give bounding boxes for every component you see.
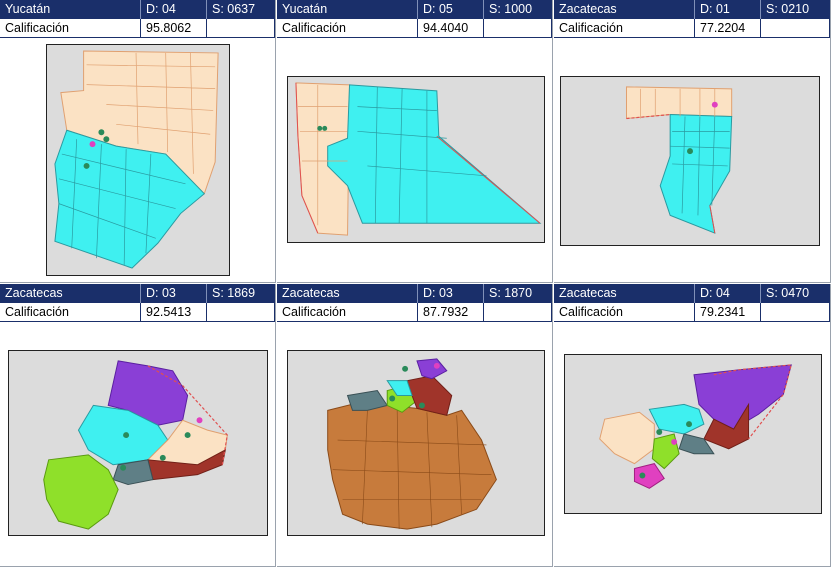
section-map[interactable]: [564, 354, 822, 514]
score-value: 95.8062: [141, 19, 207, 37]
section-label: S: 1869: [212, 286, 256, 300]
panel-header: Yucatán D: 04 S: 0637 Calificación 95.80…: [0, 0, 275, 38]
district-label: D: 05: [418, 0, 484, 19]
score-value: 94.4040: [418, 19, 484, 37]
cyan-zone: [327, 84, 542, 224]
panel-yucatan-0637: Yucatán D: 04 S: 0637 Calificación 95.80…: [0, 0, 276, 283]
panel-yucatan-1000: Yucatán D: 05 S: 1000 Calificación 94.40…: [277, 0, 553, 283]
panel-header: Zacatecas D: 04 S: 0470 Calificación 79.…: [554, 284, 830, 322]
district-label: D: 04: [141, 0, 207, 19]
score-empty: [484, 19, 552, 37]
district-label: D: 01: [695, 0, 761, 19]
state-label: Yucatán: [277, 0, 418, 19]
district-label: D: 03: [141, 284, 207, 303]
marker-icon: [98, 129, 105, 136]
panel-zacatecas-0210: Zacatecas D: 01 S: 0210 Calificación 77.…: [554, 0, 831, 283]
score-label: Calificación: [277, 303, 418, 321]
panel-zacatecas-1870: Zacatecas D: 03 S: 1870 Calificación 87.…: [277, 284, 553, 567]
score-label: Calificación: [0, 19, 141, 37]
marker-icon: [322, 125, 328, 131]
marker-icon: [159, 454, 166, 461]
panel-header: Zacatecas D: 03 S: 1869 Calificación 92.…: [0, 284, 275, 322]
map-drawing: [295, 82, 542, 236]
state-label: Zacatecas: [554, 0, 695, 19]
district-label: D: 03: [418, 284, 484, 303]
beige-zone: [599, 411, 655, 465]
section-map[interactable]: [287, 350, 545, 536]
magenta-zone: [633, 463, 665, 489]
score-empty: [761, 19, 830, 37]
marker-icon: [402, 365, 409, 372]
section-map[interactable]: [8, 350, 268, 536]
section-label: S: 0210: [766, 2, 810, 16]
marker-icon: [711, 101, 718, 108]
panel-header: Yucatán D: 05 S: 1000 Calificación 94.40…: [277, 0, 552, 38]
district-label: D: 04: [695, 284, 761, 303]
score-empty: [207, 19, 275, 37]
marker-icon: [196, 417, 203, 424]
panel-zacatecas-0470: Zacatecas D: 04 S: 0470 Calificación 79.…: [554, 284, 831, 567]
slate-zone: [346, 390, 389, 411]
score-label: Calificación: [554, 303, 695, 321]
marker-icon: [686, 421, 693, 428]
marker-icon: [184, 432, 191, 439]
marker-icon: [656, 429, 663, 435]
lime-zone: [43, 454, 119, 530]
score-empty: [761, 303, 830, 321]
state-label: Yucatán: [0, 0, 141, 19]
score-empty: [484, 303, 552, 321]
section-label: S: 1000: [489, 2, 533, 16]
score-label: Calificación: [554, 19, 695, 37]
score-value: 79.2341: [695, 303, 761, 321]
section-map[interactable]: [46, 44, 230, 276]
score-label: Calificación: [277, 19, 418, 37]
state-label: Zacatecas: [554, 284, 695, 303]
state-label: Zacatecas: [0, 284, 141, 303]
slate-zone: [678, 433, 715, 455]
marker-icon: [89, 141, 96, 148]
map-drawing: [327, 358, 497, 530]
marker-icon: [120, 464, 127, 471]
marker-icon: [103, 136, 110, 143]
cyan-zone: [648, 403, 705, 435]
marker-icon: [687, 148, 693, 155]
cyan-zone: [659, 114, 733, 234]
map-drawing: [625, 86, 733, 234]
section-label: S: 0470: [766, 286, 810, 300]
score-label: Calificación: [0, 303, 141, 321]
marker-icon: [83, 162, 90, 169]
purple-zone: [416, 358, 448, 380]
section-map[interactable]: [287, 76, 545, 243]
marker-icon: [671, 438, 678, 445]
cyan-zone: [386, 380, 413, 397]
score-value: 87.7932: [418, 303, 484, 321]
score-empty: [207, 303, 275, 321]
marker-icon: [433, 362, 440, 369]
marker-icon: [639, 472, 646, 479]
marker-icon: [389, 395, 396, 402]
map-drawing: [599, 364, 793, 489]
purple-zone: [693, 364, 792, 430]
section-label: S: 0637: [212, 2, 256, 16]
section-label: S: 1870: [489, 286, 533, 300]
marker-icon: [418, 402, 425, 409]
panel-header: Zacatecas D: 01 S: 0210 Calificación 77.…: [554, 0, 830, 38]
map-drawing: [43, 360, 228, 530]
marker-icon: [123, 432, 130, 439]
cyan-zone: [54, 129, 205, 269]
panel-header: Zacatecas D: 03 S: 1870 Calificación 87.…: [277, 284, 552, 322]
marker-icon: [317, 125, 323, 131]
brown-zone: [327, 399, 497, 530]
section-map[interactable]: [560, 76, 820, 246]
score-value: 77.2204: [695, 19, 761, 37]
state-label: Zacatecas: [277, 284, 418, 303]
map-drawing: [54, 50, 219, 269]
panel-zacatecas-1869: Zacatecas D: 03 S: 1869 Calificación 92.…: [0, 284, 276, 567]
score-value: 92.5413: [141, 303, 207, 321]
